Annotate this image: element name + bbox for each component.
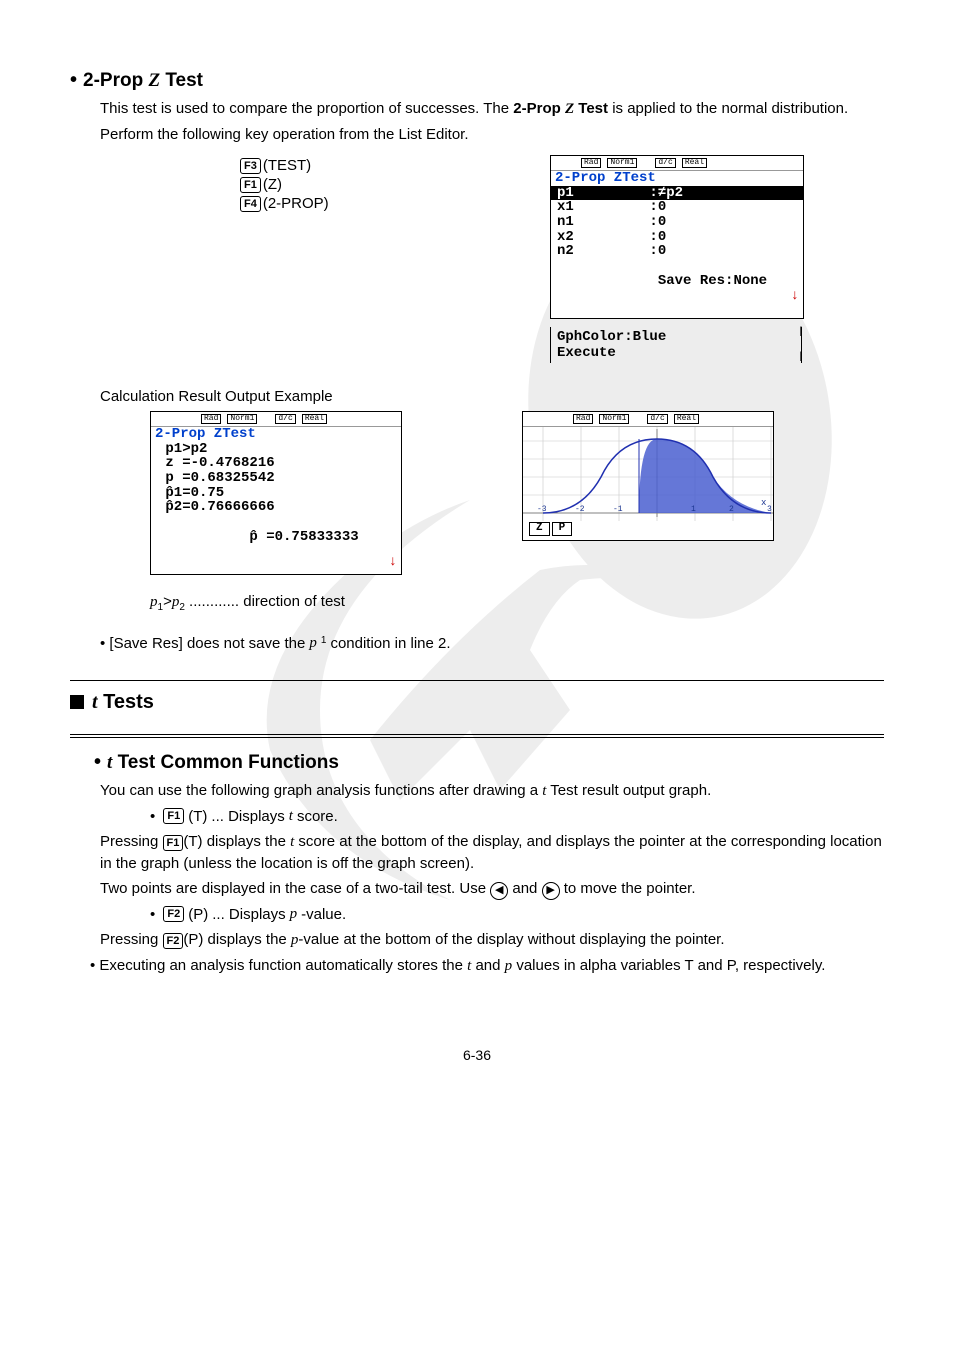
h1-prefix: 2-Prop (83, 70, 148, 91)
svg-text:x: x (761, 498, 766, 508)
intro-paragraph: This test is used to compare the proport… (100, 98, 884, 120)
output-example-caption: Calculation Result Output Example (100, 388, 884, 405)
down-arrow-icon: ↓ (791, 289, 799, 304)
graph-softkeys: Z P (525, 520, 576, 538)
screen-topbar: Rad Norm1 d/c Real (151, 412, 401, 427)
f1-key: F1 (163, 835, 184, 851)
screen-title: 2-Prop ZTest (551, 171, 803, 186)
svg-text:-1: -1 (613, 505, 623, 514)
svg-text:-2: -2 (575, 505, 585, 514)
input-screen-1: Rad Norm1 d/c Real 2-Prop ZTest p1 :≠p2 … (550, 155, 804, 319)
double-rule (70, 734, 884, 738)
press-f1-paragraph: Pressing F1(T) displays the t score at t… (100, 831, 884, 874)
normal-curve: -3 -2 -1 1 2 3 x (523, 427, 773, 521)
t-intro-paragraph: You can use the following graph analysis… (100, 780, 884, 802)
h1-italic: Z (148, 70, 160, 91)
two-tail-paragraph: Two points are displayed in the case of … (100, 878, 884, 900)
perform-paragraph: Perform the following key operation from… (100, 124, 884, 145)
left-arrow-key-icon: ◀ (490, 882, 508, 900)
screen-topbar: Rad Norm1 d/c Real (523, 412, 773, 427)
square-icon (70, 695, 84, 709)
page-number: 6-36 (70, 1047, 884, 1063)
f4-key: F4 (240, 196, 261, 212)
down-arrow-icon: ↓ (389, 555, 397, 570)
direction-note: p1>p2 ............ direction of test (150, 593, 884, 613)
t-common-heading: • t Test Common Functions (94, 752, 884, 774)
bullet: • (70, 70, 77, 90)
f3-key: F3 (240, 158, 261, 174)
right-arrow-key-icon: ▶ (542, 882, 560, 900)
divider (70, 680, 884, 681)
save-res-note: • [Save Res] does not save the p1 condit… (100, 635, 884, 652)
svg-text:3: 3 (767, 505, 772, 514)
bullet: • (94, 752, 101, 772)
screen-line-selected: p1 :≠p2 (551, 186, 803, 201)
svg-text:-3: -3 (537, 505, 547, 514)
section-2prop-heading: • 2-Prop Z Test (70, 70, 884, 92)
input-screens: Rad Norm1 d/c Real 2-Prop ZTest p1 :≠p2 … (550, 155, 804, 363)
screen-topbar: Rad Norm1 d/c Real (551, 156, 803, 171)
input-screen-2: GphColor:Blue Execute | | (550, 327, 802, 363)
fn-item-t: • F1 (T) ... Displays t score. (150, 808, 884, 825)
result-screen: Rad Norm1 d/c Real 2-Prop ZTest p1>p2 z … (150, 411, 402, 575)
svg-text:2: 2 (729, 505, 734, 514)
f3-label: (TEST) (263, 157, 311, 174)
t-tests-heading: t Tests (70, 691, 884, 714)
press-f2-paragraph: Pressing F2(P) displays the p-value at t… (100, 929, 884, 951)
f2-key: F2 (163, 933, 184, 949)
f2-key: F2 (163, 906, 184, 922)
screen-title: 2-Prop ZTest (151, 427, 401, 442)
f1-key: F1 (163, 808, 184, 824)
fn-item-p: • F2 (P) ... Displays p -value. (150, 906, 884, 923)
store-note: • Executing an analysis function automat… (90, 955, 884, 977)
graph-screen: Rad Norm1 d/c Real (522, 411, 774, 541)
h1-suffix: Test (160, 70, 203, 91)
f4-label: (2-PROP) (263, 195, 329, 212)
f1-label: (Z) (263, 176, 282, 193)
key-operations: F3 (TEST) F1 (Z) F4 (2-PROP) (70, 155, 400, 214)
svg-text:1: 1 (691, 505, 696, 514)
f1-key: F1 (240, 177, 261, 193)
